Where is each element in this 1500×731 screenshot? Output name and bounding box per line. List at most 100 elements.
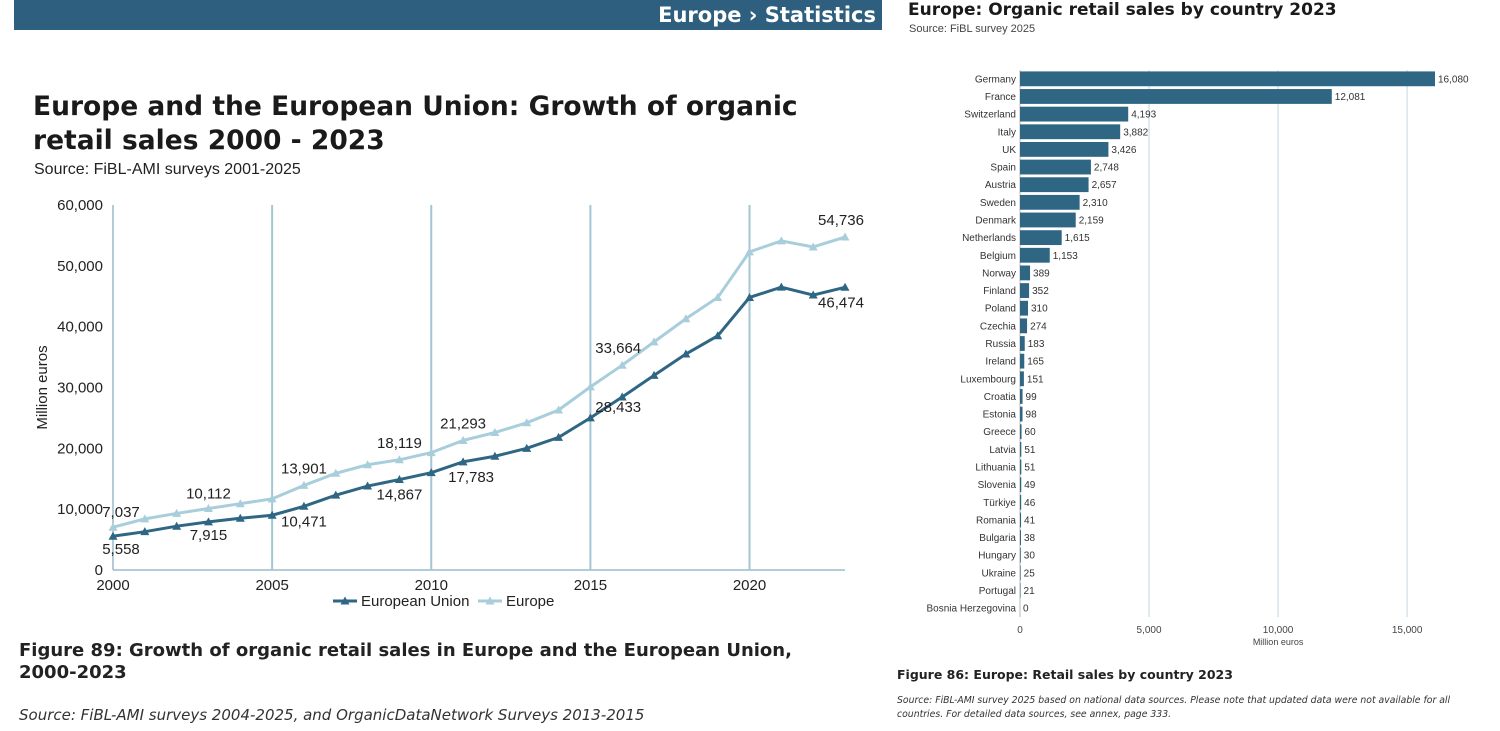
europe-data-point bbox=[394, 455, 404, 464]
line-chart-source: Source: FiBL-AMI surveys 2001-2025 bbox=[34, 161, 301, 178]
europe-data-point bbox=[554, 405, 564, 414]
bar-value-label: 98 bbox=[1026, 410, 1038, 421]
eu-series-line bbox=[112, 285, 846, 538]
country-bar bbox=[1020, 283, 1030, 298]
section-banner: Europe › Statistics bbox=[14, 0, 882, 30]
eu-data-point bbox=[808, 290, 818, 299]
country-bar bbox=[1020, 265, 1031, 281]
bar-chart-source: Source: FiBL survey 2025 bbox=[909, 23, 1036, 35]
europe-data-point bbox=[522, 418, 532, 427]
y-tick-label: 40,000 bbox=[57, 319, 103, 336]
europe-data-point bbox=[681, 314, 691, 323]
europe-data-point bbox=[267, 494, 277, 503]
bar-value-label: 60 bbox=[1025, 427, 1037, 438]
country-bar bbox=[1020, 194, 1080, 210]
eu-data-point bbox=[394, 475, 404, 484]
country-bar bbox=[1020, 318, 1028, 334]
europe-data-point bbox=[808, 242, 818, 251]
country-label: Norway bbox=[982, 268, 1016, 279]
country-bar bbox=[1020, 247, 1050, 263]
country-label: Hungary bbox=[978, 551, 1016, 562]
line-chart-title: Europe and the European Union: Growth of… bbox=[33, 91, 798, 156]
country-label: Estonia bbox=[983, 410, 1017, 421]
country-label: Spain bbox=[990, 163, 1016, 174]
eu-data-point bbox=[235, 513, 245, 522]
country-label: Czechia bbox=[980, 321, 1017, 332]
country-bar bbox=[1020, 371, 1024, 387]
country-bar bbox=[1020, 565, 1021, 581]
europe-data-point bbox=[617, 360, 627, 369]
europe-data-point bbox=[585, 382, 595, 391]
europe-data-point bbox=[203, 503, 213, 512]
bar-value-label: 3,426 bbox=[1111, 145, 1136, 156]
eu-data-point bbox=[617, 392, 627, 401]
country-label: Poland bbox=[985, 304, 1016, 315]
country-bar bbox=[1020, 230, 1062, 246]
country-bar bbox=[1020, 547, 1021, 563]
bar-value-label: 4,193 bbox=[1131, 110, 1156, 121]
country-bar bbox=[1020, 106, 1129, 122]
eu-data-label: 14,867 bbox=[376, 487, 422, 504]
europe-data-label: 33,664 bbox=[595, 340, 641, 357]
eu-data-label: 7,915 bbox=[190, 527, 228, 544]
country-bar bbox=[1020, 71, 1435, 87]
country-label: Russia bbox=[985, 339, 1016, 350]
bar-value-label: 352 bbox=[1032, 286, 1049, 297]
europe-data-point bbox=[172, 508, 182, 517]
eu-data-label: 17,783 bbox=[448, 469, 494, 486]
country-label: Portugal bbox=[979, 586, 1016, 597]
eu-data-label: 10,471 bbox=[281, 513, 327, 530]
europe-data-point bbox=[108, 522, 118, 531]
bar-value-label: 49 bbox=[1024, 480, 1036, 491]
bar-value-label: 1,153 bbox=[1053, 251, 1078, 262]
y-tick-label: 50,000 bbox=[57, 258, 103, 275]
bar-value-label: 41 bbox=[1024, 515, 1036, 526]
bar-value-label: 99 bbox=[1026, 392, 1038, 403]
country-bar bbox=[1020, 530, 1021, 546]
country-label: Italy bbox=[998, 127, 1016, 138]
y-tick-label: 10,000 bbox=[57, 501, 103, 518]
eu-data-point bbox=[140, 527, 150, 536]
country-label: Germany bbox=[975, 74, 1016, 85]
x-tick-label: 2015 bbox=[574, 577, 607, 594]
country-label: France bbox=[985, 92, 1017, 103]
country-bar bbox=[1020, 389, 1023, 404]
bar-value-label: 3,882 bbox=[1123, 127, 1148, 138]
x-tick-label: 10,000 bbox=[1263, 625, 1294, 636]
country-label: Netherlands bbox=[962, 233, 1016, 244]
line-chart: 2000 2005 2010 2015 2020 0 10,000 20,000 30,000 4… bbox=[34, 197, 864, 610]
bar-value-label: 25 bbox=[1024, 568, 1036, 579]
eu-data-label: 28,433 bbox=[595, 399, 641, 416]
eu-data-point bbox=[267, 510, 277, 519]
bar-value-label: 2,657 bbox=[1092, 180, 1117, 191]
country-label: Austria bbox=[985, 180, 1017, 191]
eu-data-point bbox=[172, 521, 182, 530]
country-bar bbox=[1020, 424, 1022, 440]
legend-eu-marker bbox=[340, 596, 350, 605]
europe-series-line bbox=[112, 235, 846, 529]
eu-data-point bbox=[363, 481, 373, 490]
country-bar bbox=[1020, 336, 1025, 351]
country-label: Türkiye bbox=[983, 498, 1016, 509]
y-tick-label: 20,000 bbox=[57, 440, 103, 457]
bar-value-label: 38 bbox=[1024, 533, 1036, 544]
eu-data-point bbox=[649, 370, 659, 379]
country-bar bbox=[1020, 512, 1022, 528]
country-label: Denmark bbox=[975, 215, 1017, 226]
europe-data-point bbox=[458, 435, 468, 444]
y-tick-label: 0 bbox=[95, 562, 103, 579]
legend-eu-label: European Union bbox=[361, 593, 469, 610]
country-label: Luxembourg bbox=[960, 374, 1016, 385]
europe-data-point bbox=[840, 232, 850, 241]
country-bar bbox=[1020, 406, 1023, 422]
x-tick-label: 2010 bbox=[415, 577, 448, 594]
bar-chart: 0 5,000 10,000 15,000 Million euros Germany 16… bbox=[927, 70, 1469, 647]
bar-value-label: 16,080 bbox=[1438, 74, 1469, 85]
europe-data-point bbox=[426, 448, 436, 457]
eu-data-point bbox=[490, 451, 500, 460]
eu-data-point bbox=[745, 292, 755, 301]
europe-data-point bbox=[331, 468, 341, 477]
bar-value-label: 389 bbox=[1033, 268, 1050, 279]
figure-86-caption: Figure 86: Europe: Retail sales by count… bbox=[897, 667, 1233, 682]
x-tick-label: 2005 bbox=[255, 577, 288, 594]
